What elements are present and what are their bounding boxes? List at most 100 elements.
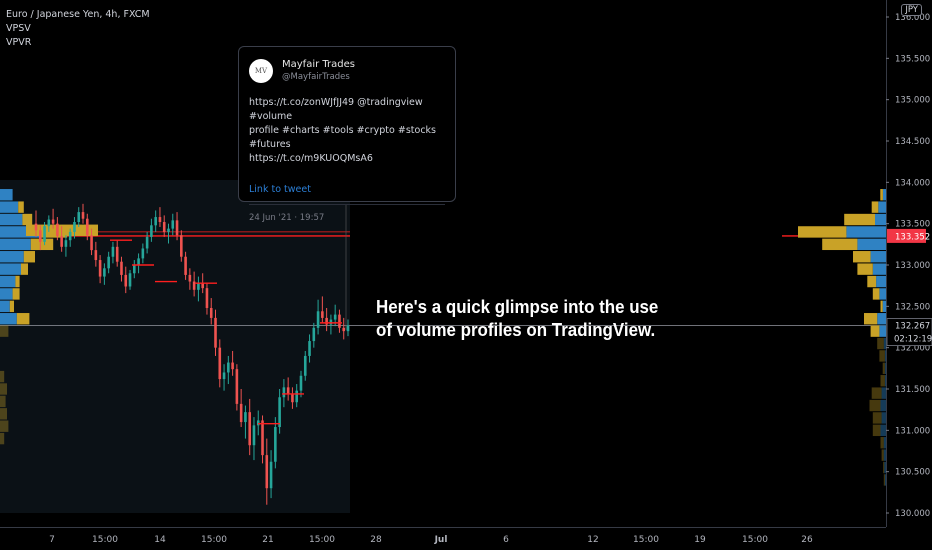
volume-bar-down [875,213,886,226]
candle-body [171,220,175,229]
volume-bar-up [9,300,14,313]
candle-body [256,420,260,426]
candle-body [98,260,102,277]
price-tick-label: 130.500 [895,468,930,478]
symbol-title[interactable]: Euro / Japanese Yen, 4h, FXCM [6,9,150,20]
time-tick-label: 21 [262,535,273,545]
price-tick-label: 133.500 [895,220,930,230]
volume-bar-down [882,189,886,201]
candle-body [141,248,145,259]
volume-bar-up [0,420,9,432]
indicator-vpvr[interactable]: VPVR [6,37,32,48]
candle-body [333,314,337,320]
volume-bar-down [879,325,886,337]
volume-bar-up [864,313,878,325]
candle-body [291,393,294,403]
last-price-text: 132.267 [895,322,930,332]
volume-bar-up [21,263,28,275]
volume-profile-right [798,189,886,486]
tweet-card: MV Mayfair Trades @MayfairTrades https:/… [238,46,456,223]
link-to-tweet[interactable]: Link to tweet [249,184,311,195]
volume-bar-up [869,399,881,412]
author-name[interactable]: Mayfair Trades [282,59,355,70]
price-tick-label: 135.500 [895,54,930,64]
volume-bar-down [884,350,886,362]
candle-body [167,228,170,232]
candle-body [115,246,119,262]
time-tick-label: 6 [503,535,509,545]
volume-bar-down [883,437,886,449]
candle-body [124,274,128,287]
volume-bar-down [882,300,886,313]
volume-bar-up [871,201,879,213]
author-avatar[interactable]: MV [249,58,273,83]
candle-body [43,226,46,242]
indicator-vpsv[interactable]: VPSV [6,23,31,34]
tweet-line: https://t.co/m9KUOQMsA6 [249,153,373,164]
volume-bar-down [881,412,886,424]
candle-body [303,355,307,376]
time-tick-label: 15:00 [201,535,227,545]
candle-body [107,256,110,269]
candle-body [248,412,251,446]
volume-bar-up [879,350,885,362]
time-tick-label: 15:00 [742,535,768,545]
candle-body [188,274,192,282]
candle-body [137,258,140,265]
price-labels: 133.352 132.267 02:12:19 [886,228,932,346]
volume-bar-down [876,275,886,288]
volume-bar-down [0,238,31,251]
volume-bar-down [884,461,886,474]
volume-bar-down [883,449,886,461]
volume-bar-down [870,251,886,263]
volume-bar-up [883,461,885,474]
time-axis[interactable]: 7 15:00 14 15:00 21 15:00 28 Jul 6 12 15:00 19 15:00… [0,527,886,546]
candle-body [51,219,55,224]
currency-label[interactable]: JPY [901,4,922,16]
candle-body [158,217,162,223]
candle-body [94,250,98,261]
price-axis[interactable]: 136.000 135.500 135.000 134.500 134.000 133.5… [886,0,932,550]
volume-bar-down [0,251,24,263]
candle-body [312,327,316,342]
poc-price-text: 133.352 [895,232,930,242]
candle-body [295,390,299,403]
candle-body [128,273,132,287]
countdown-text: 02:12:19 [894,335,932,345]
candle-body [239,403,243,423]
volume-bar-up [877,337,884,350]
volume-bar-down [881,387,886,399]
volume-bar-up [0,432,5,445]
volume-bar-up [880,375,885,387]
volume-bar-up [0,383,7,395]
candle-body [201,283,204,289]
candle-body [338,314,341,328]
candle-body [252,425,256,446]
volume-bar-down [883,337,886,350]
candle-body [133,265,136,274]
candle-body [261,420,264,456]
candle-body [286,387,290,394]
time-tick-label: 12 [587,535,598,545]
candle-body [60,236,63,247]
volume-bar-down [879,288,886,300]
candle-body [81,212,85,219]
candle-body [214,317,217,348]
volume-bar-up [880,300,883,313]
candle-body [231,362,234,370]
price-tick-label: 131.000 [895,426,930,436]
price-tick-label: 136.000 [895,13,930,23]
candle-body [265,455,269,489]
volume-bar-up [870,325,880,337]
candle-body [209,307,213,318]
price-tick-label: 135.000 [895,96,930,106]
volume-bar-up [844,213,875,226]
price-tick-label: 134.500 [895,137,930,147]
time-tick-label: 15:00 [309,535,335,545]
author-handle[interactable]: @MayfairTrades [282,72,350,82]
volume-bar-up [16,313,30,325]
volume-bar-down [880,424,886,437]
volume-bar-up [881,449,884,461]
volume-bar-down [0,213,23,226]
